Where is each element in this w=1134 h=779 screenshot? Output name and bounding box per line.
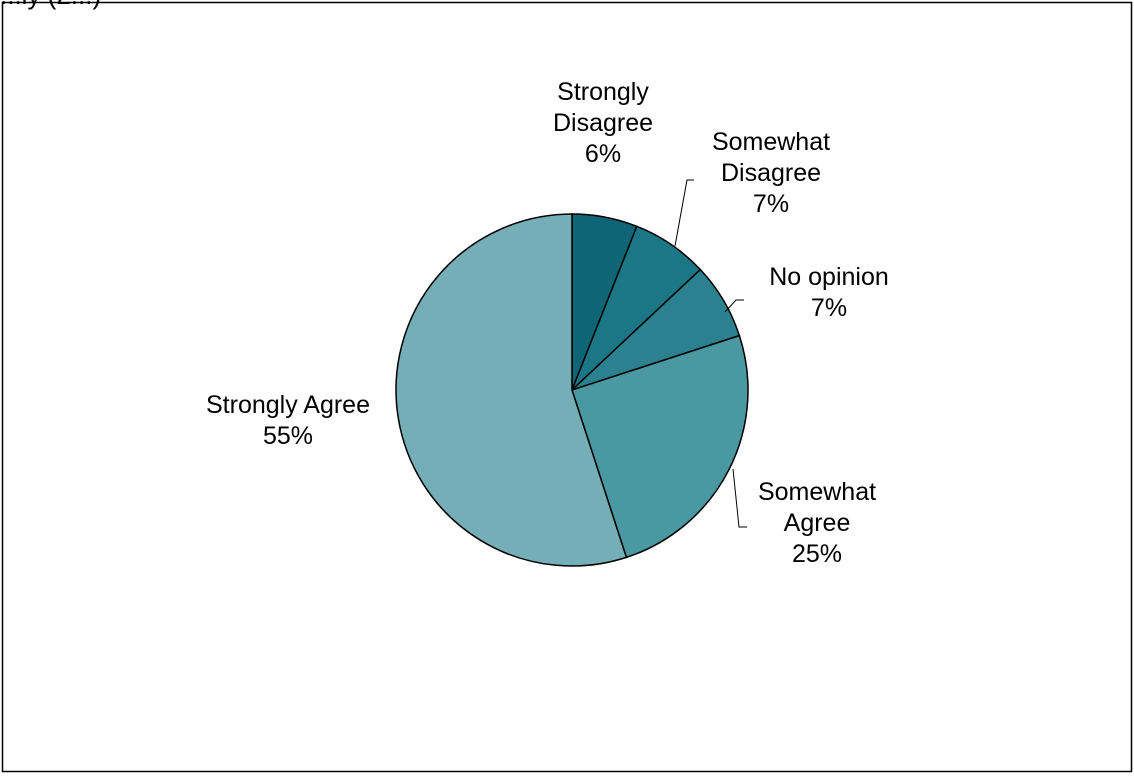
data-label-category: Disagree [721,159,821,187]
data-label-percent: 7% [811,294,847,322]
data-labels: Strongly Disagree 6% Somewhat Disagree 7%No o… [206,78,889,568]
data-label-category: No opinion [769,263,889,291]
data-label-1: Somewhat Disagree 7% [712,128,830,218]
data-label-category: Strongly Agree [206,391,370,419]
leader-lines [674,179,747,528]
data-label-percent: 25% [792,540,842,568]
data-label-4: Strongly Agree 55% [206,391,370,450]
data-label-0: Strongly Disagree 6% [553,78,653,168]
leader-line-3 [732,468,747,528]
data-label-category: Agree [784,509,851,537]
leader-line-2 [724,299,744,313]
data-label-3: Somewhat Agree 25% [758,478,876,568]
data-label-category: Somewhat [712,128,830,156]
pie-slice-4 [395,213,628,567]
data-label-category: Disagree [553,109,653,137]
leader-line-1 [674,179,694,247]
data-label-category: Somewhat [758,478,876,506]
data-label-category: Strongly [557,78,649,106]
pie-slice-3 [571,334,749,559]
pie-slices [395,213,749,567]
data-label-percent: 7% [753,190,789,218]
data-label-2: No opinion 7% [769,263,889,322]
data-label-percent: 6% [585,140,621,168]
data-label-percent: 55% [263,422,313,450]
chart-title-fragment: ...ly (2...) [0,0,101,11]
